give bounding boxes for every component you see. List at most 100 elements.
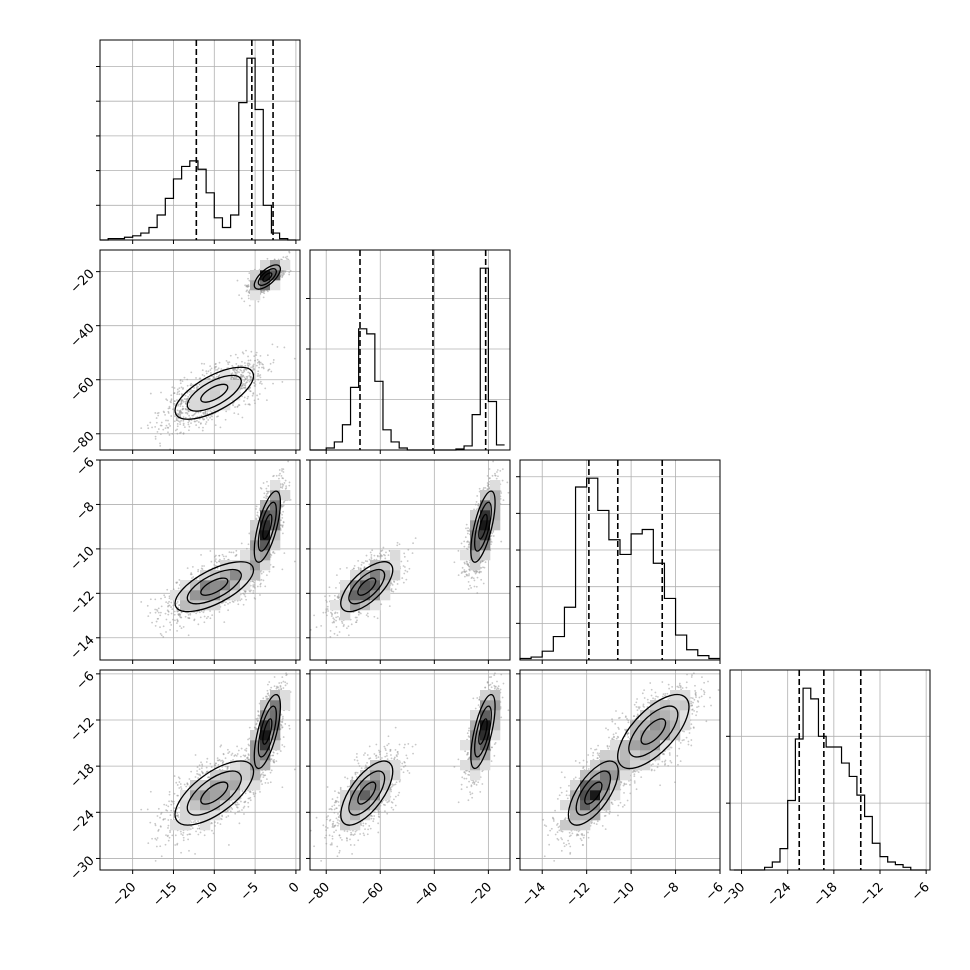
joint-1-3-point	[471, 796, 474, 799]
joint-0-2-point	[175, 602, 178, 605]
joint-0-2-point	[268, 490, 270, 493]
hist-2-step	[519, 477, 720, 660]
joint-0-2-point	[259, 585, 262, 588]
joint-2-3-density-cell	[620, 740, 631, 751]
joint-1-3-point	[332, 820, 335, 823]
joint-1-3-point	[495, 688, 498, 691]
joint-0-1-point	[181, 412, 184, 414]
joint-0-1-point	[176, 399, 178, 401]
joint-2-3-point	[608, 812, 611, 815]
joint-1-2-point	[467, 581, 470, 583]
joint-1-3-point	[467, 758, 469, 761]
joint-1-2-point	[364, 560, 367, 562]
joint-0-3-point	[245, 750, 248, 752]
joint-2-3-point	[636, 769, 638, 772]
joint-0-2-point	[263, 492, 266, 495]
joint-0-1-point	[187, 410, 190, 413]
ytick-label-3-1: −24	[68, 807, 98, 837]
joint-2-3-point	[556, 831, 559, 834]
joint-1-2-point	[357, 559, 360, 562]
joint-2-3-point	[695, 694, 697, 697]
joint-1-3-point	[364, 752, 366, 755]
joint-0-1-density-cell	[220, 390, 231, 401]
joint-2-3-point	[668, 754, 671, 756]
joint-2-3-point	[635, 788, 638, 791]
joint-1-3-point	[364, 828, 366, 831]
joint-1-2-point	[370, 554, 373, 556]
joint-0-1-point	[190, 371, 193, 374]
joint-0-1-point	[288, 251, 291, 254]
joint-2-3-point	[637, 706, 640, 709]
joint-2-3-point	[652, 763, 654, 766]
joint-1-3-point	[325, 829, 328, 832]
joint-1-3-point	[479, 791, 482, 793]
joint-0-2-point	[168, 600, 170, 603]
joint-1-3-point	[457, 801, 460, 804]
joint-0-3-point	[252, 791, 255, 794]
joint-0-2-point	[278, 477, 280, 480]
joint-2-3-point	[633, 703, 636, 706]
joint-0-1-point	[181, 408, 184, 411]
joint-0-3-point	[181, 834, 184, 836]
joint-1-3-point	[394, 726, 397, 729]
joint-0-3-density-cell	[250, 730, 261, 741]
joint-2-3-density-cell	[610, 770, 621, 781]
joint-0-3-point	[149, 790, 152, 793]
joint-2-3-density-cell	[600, 780, 611, 791]
joint-0-2-point	[173, 613, 176, 616]
joint-0-2-density-cell	[260, 560, 271, 571]
joint-1-3-point	[356, 771, 359, 774]
joint-1-2-point	[457, 574, 460, 577]
joint-0-1-density-cell	[270, 280, 281, 291]
joint-0-1-point	[159, 433, 162, 436]
joint-0-3-density-cell	[240, 770, 251, 781]
joint-0-1-density-cell	[250, 270, 261, 281]
joint-0-2-density-cell	[270, 490, 281, 501]
joint-2-3-point	[656, 766, 659, 769]
joint-1-3-point	[325, 818, 328, 821]
joint-2-3-point	[690, 676, 693, 678]
joint-1-3-point	[379, 753, 381, 756]
joint-0-1-density-cell	[190, 390, 201, 401]
joint-1-2-point	[496, 469, 499, 471]
joint-0-3-point	[151, 837, 153, 840]
joint-0-3-point	[285, 673, 288, 676]
joint-0-1-point	[243, 387, 246, 389]
joint-1-3-density-cell	[350, 780, 361, 791]
joint-1-3-point	[337, 819, 339, 821]
joint-0-2-point	[251, 580, 254, 583]
joint-0-1-point	[245, 284, 248, 287]
joint-0-3-point	[260, 779, 263, 782]
joint-1-3-point	[339, 786, 342, 789]
joint-1-3-point	[461, 776, 464, 779]
joint-2-3-point	[548, 843, 551, 846]
joint-0-3-point	[235, 755, 238, 757]
joint-0-1-point	[269, 362, 272, 365]
joint-1-2-point	[490, 543, 492, 546]
joint-2-3-density-cell	[620, 770, 631, 781]
joint-0-2-point	[259, 486, 262, 489]
joint-0-2-density-cell	[200, 570, 211, 581]
joint-0-1-point	[187, 423, 190, 426]
joint-2-3-point	[680, 688, 682, 691]
joint-0-3-density-cell	[240, 760, 251, 771]
joint-0-2-point	[244, 590, 247, 592]
joint-0-1-point	[282, 256, 285, 259]
joint-1-2-point	[400, 560, 403, 563]
joint-1-3-point	[380, 801, 383, 804]
joint-0-1-density-cell	[220, 400, 231, 411]
joint-1-2-density-cell	[480, 520, 491, 531]
joint-1-2-density-cell	[470, 550, 481, 561]
joint-2-3-point	[582, 759, 585, 762]
joint-0-2-point	[240, 598, 243, 601]
joint-1-3-point	[337, 801, 340, 803]
joint-2-3-point	[596, 757, 599, 760]
joint-2-3-point	[590, 747, 592, 750]
joint-0-1-point	[252, 381, 255, 384]
joint-0-1-point	[175, 418, 178, 420]
joint-1-3-point	[386, 755, 388, 757]
joint-1-3-point	[325, 834, 328, 837]
joint-0-2-point	[169, 628, 172, 631]
joint-1-2-point	[362, 562, 365, 564]
joint-0-1-point	[284, 256, 287, 259]
